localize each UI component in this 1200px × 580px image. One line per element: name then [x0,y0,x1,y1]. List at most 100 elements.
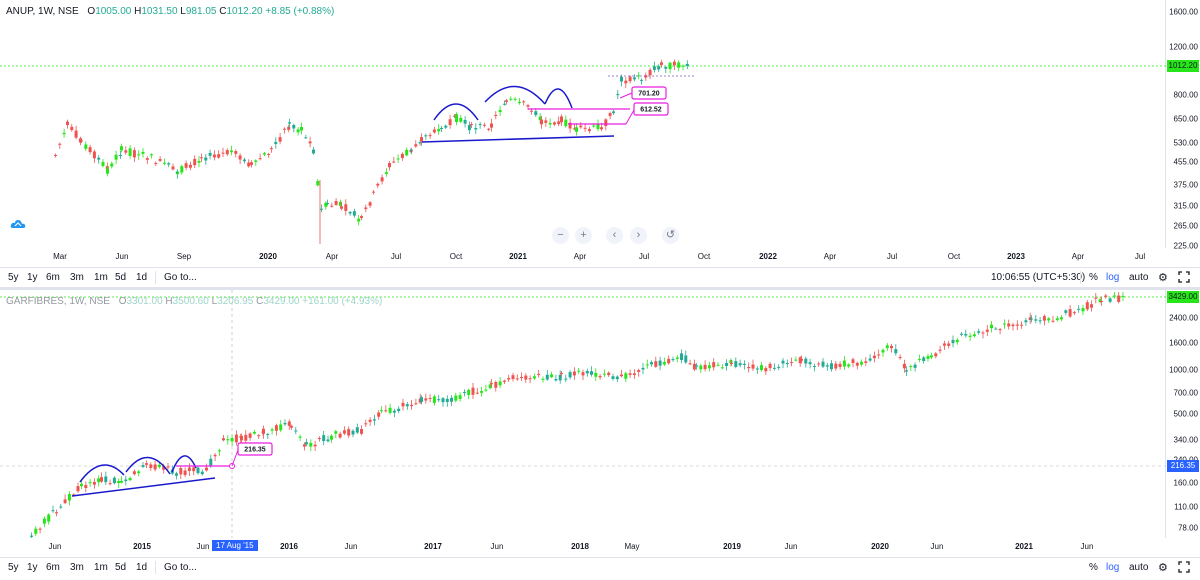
candle [498,377,502,389]
arc-pattern[interactable] [125,456,171,475]
candle [1024,317,1028,326]
range-6m-button[interactable]: 6m [46,272,60,283]
candle [287,419,291,430]
price-tick: 225.00 [1173,241,1198,251]
arc-pattern[interactable] [544,88,573,109]
candle [187,463,191,476]
symbol-label[interactable]: GARFIBRES, 1W, NSE [6,296,110,307]
zoom-out-button[interactable]: − [552,227,569,244]
arc-pattern[interactable] [484,85,546,105]
candle [616,90,620,100]
candle [564,115,568,128]
trendline[interactable] [71,477,216,497]
log-scale-toggle[interactable]: log [1106,272,1120,283]
candle [114,150,118,165]
candle [305,438,308,447]
candle [238,153,242,165]
chart-panel-anup[interactable]: 701.20 612.52 ANUP, 1W, NSE O1005.00 H103… [0,0,1200,288]
price-axis-anup[interactable]: 1600.001200.001000.00800.00650.00530.004… [1166,0,1200,251]
chart-area-garfibres[interactable]: 216.35 GARFIBRES, 1W, NSE O3301.00 H3500… [0,290,1166,538]
candle [462,389,466,397]
candle [572,124,576,131]
pane-divider[interactable] [0,287,1200,290]
annotations-anup[interactable] [421,75,696,143]
range-1y-button[interactable]: 1y [27,272,38,283]
candle [583,123,587,132]
range-3m-button[interactable]: 3m [70,272,84,283]
time-axis-garfibres[interactable]: Jun 2015 Jun 2016 Jun 2017 Jun 2018 May 2019 Jun 20… [0,539,1166,555]
range-1d-button[interactable]: 1d [136,562,148,573]
candle [498,105,502,117]
range-6m-button[interactable]: 6m [46,562,60,573]
arc-pattern[interactable] [79,464,125,483]
auto-scale-toggle[interactable]: auto [1129,272,1149,283]
chart-area-anup[interactable]: 701.20 612.52 ANUP, 1W, NSE O1005.00 H103… [0,0,1166,248]
candle [405,147,409,157]
price-tick: 315.00 [1173,201,1198,211]
candle [513,97,517,102]
candle [658,356,662,371]
candle [360,214,363,221]
time-tick: 2020 [259,252,277,261]
callout-701[interactable]: 701.20 [631,86,667,100]
candle [1081,304,1085,315]
price-axis-garfibres[interactable]: 2400.00 1600.00 1000.00 700.00 500.00 340.00 2… [1166,290,1200,538]
scroll-right-button[interactable]: › [630,227,647,244]
candle [898,354,902,360]
candle [654,356,658,368]
arc-pattern[interactable] [171,455,197,473]
range-1m-button[interactable]: 1m [94,562,108,573]
scroll-left-button[interactable]: ‹ [606,227,623,244]
fullscreen-icon[interactable] [1178,561,1190,576]
price-tick: 455.00 [1173,157,1198,167]
symbol-label[interactable]: ANUP, 1W, NSE [6,6,79,17]
candle [175,471,178,480]
chart-panel-garfibres[interactable]: 216.35 GARFIBRES, 1W, NSE O3301.00 H3500… [0,290,1200,580]
candle [1051,315,1055,323]
percent-scale-toggle[interactable]: % [1089,562,1098,573]
gear-icon[interactable]: ⚙ [1158,272,1168,284]
time-tick: 2015 [133,542,151,551]
callout-216[interactable]: 216.35 [237,442,273,456]
candle [615,375,619,383]
log-scale-toggle[interactable]: log [1106,562,1120,573]
callout-612[interactable]: 612.52 [633,102,669,116]
range-5y-button[interactable]: 5y [8,272,19,283]
candle [380,405,383,414]
candle [84,141,88,152]
arc-pattern[interactable] [433,103,479,121]
range-3m-button[interactable]: 3m [70,562,84,573]
goto-date-button[interactable]: Go to... [164,562,197,573]
range-5d-button[interactable]: 5d [115,272,127,283]
range-1d-button[interactable]: 1d [136,272,148,283]
candle [994,326,998,330]
candle [581,369,585,381]
candle [101,159,105,168]
time-tick: Jun [784,542,798,551]
candle [742,360,746,370]
goto-date-button[interactable]: Go to... [164,272,197,283]
candle [106,165,109,177]
range-1m-button[interactable]: 1m [94,272,108,283]
gear-icon[interactable]: ⚙ [1158,562,1168,574]
candle [520,372,523,381]
candle [368,417,372,426]
candle [313,440,317,451]
svg-text:701.20: 701.20 [638,91,660,98]
candle [463,116,467,128]
annotations-garfibres[interactable] [71,455,235,497]
range-5d-button[interactable]: 5d [115,562,127,573]
time-tick: Oct [449,252,463,261]
fullscreen-icon[interactable] [1178,271,1190,286]
candle [964,329,968,338]
range-1y-button[interactable]: 1y [27,562,38,573]
trendline[interactable] [421,135,615,143]
time-axis-anup[interactable]: Mar Jun Sep 2020 Apr Jul Oct 2021 Apr Jul Oct 2022 A… [0,249,1166,265]
candle [97,155,101,164]
zoom-in-button[interactable]: + [575,227,592,244]
reset-chart-button[interactable]: ↺ [662,227,679,244]
range-5y-button[interactable]: 5y [8,562,19,573]
percent-scale-toggle[interactable]: % [1089,272,1098,283]
time-tick: 2021 [1015,542,1033,551]
auto-scale-toggle[interactable]: auto [1129,562,1149,573]
